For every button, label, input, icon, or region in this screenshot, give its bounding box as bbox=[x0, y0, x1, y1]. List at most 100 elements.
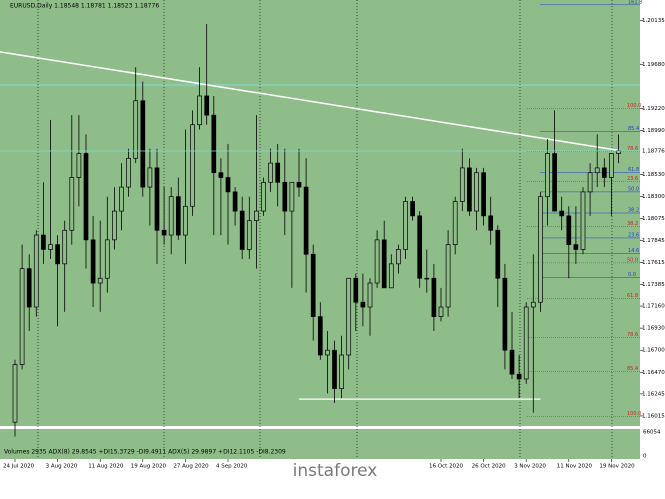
candle-body bbox=[239, 210, 245, 250]
indicator-min: 0 bbox=[643, 454, 647, 460]
candle-body bbox=[133, 100, 139, 159]
candle-body bbox=[204, 95, 210, 116]
logo-bg bbox=[270, 460, 400, 480]
candle-body bbox=[374, 239, 380, 284]
candle-body bbox=[317, 316, 323, 356]
fib-label: 78.6 bbox=[627, 332, 638, 338]
fib-label: 78.6 bbox=[627, 146, 638, 152]
candle-body bbox=[573, 244, 579, 250]
candle-body bbox=[424, 277, 430, 280]
candle-body bbox=[530, 301, 536, 308]
fib-label: 100.0 bbox=[627, 103, 641, 109]
fib-label: 61.8 bbox=[628, 167, 639, 173]
candle-body bbox=[601, 167, 607, 178]
indicator-max: 66054 bbox=[643, 430, 661, 436]
y-tick-label: 1.18300 bbox=[642, 194, 665, 200]
fib-label: 100.0 bbox=[627, 411, 641, 417]
candle-body bbox=[310, 253, 316, 317]
candle-body bbox=[168, 196, 174, 236]
candle-body bbox=[552, 153, 557, 212]
candle-body bbox=[403, 201, 408, 250]
x-tick-label: 26 Oct 2020 bbox=[472, 464, 507, 470]
fib-label: 38.2 bbox=[627, 221, 638, 227]
fib-label: 50.0 bbox=[627, 257, 638, 263]
candle-body bbox=[190, 124, 195, 207]
candle-body bbox=[76, 153, 82, 178]
candle-body bbox=[353, 277, 359, 303]
candle-body bbox=[104, 239, 110, 279]
candle-body bbox=[545, 153, 550, 198]
candle-body bbox=[97, 277, 103, 284]
y-tick-label: 1.18075 bbox=[642, 216, 665, 222]
candle-body bbox=[396, 249, 401, 265]
candle-body bbox=[594, 167, 600, 174]
fib-label: 14.6 bbox=[628, 248, 639, 254]
candle-body bbox=[452, 201, 458, 246]
x-tick-label: 19 Nov 2020 bbox=[599, 464, 635, 470]
candle-body bbox=[232, 191, 238, 212]
candle-body bbox=[502, 277, 508, 351]
x-tick-label: 27 Aug 2020 bbox=[173, 464, 209, 470]
candle-body bbox=[26, 268, 32, 308]
candle-body bbox=[183, 205, 188, 236]
candle-body bbox=[140, 100, 146, 188]
candle-body bbox=[559, 210, 565, 217]
y-tick-label: 1.18530 bbox=[642, 172, 665, 178]
candle-body bbox=[381, 239, 387, 289]
fib-label: 161.8 bbox=[628, 0, 642, 5]
fib-label: 85.4 bbox=[628, 126, 639, 132]
indicator-panel bbox=[0, 429, 640, 459]
candle-body bbox=[161, 229, 167, 236]
candle-body bbox=[218, 172, 224, 178]
candle-body bbox=[474, 172, 479, 212]
y-tick-label: 1.16245 bbox=[642, 391, 665, 397]
x-tick-label: 3 Nov 2020 bbox=[514, 464, 546, 470]
candle-body bbox=[346, 277, 352, 356]
candle-body bbox=[12, 364, 18, 423]
fib-label: 0.0 bbox=[628, 272, 636, 278]
current-price-label: 1.18776 bbox=[642, 149, 665, 155]
candle-body bbox=[69, 177, 75, 231]
candle-body bbox=[119, 186, 124, 212]
candle-body bbox=[268, 162, 273, 183]
candle-body bbox=[55, 244, 60, 265]
fib-label: 38.2 bbox=[628, 208, 639, 214]
candle-body bbox=[566, 215, 572, 246]
candle-body bbox=[289, 181, 295, 212]
current-price-box bbox=[640, 147, 665, 156]
y-tick-label: 1.16700 bbox=[642, 348, 665, 354]
x-tick-label: 3 Aug 2020 bbox=[46, 464, 78, 470]
candle-body bbox=[523, 306, 529, 380]
candle-body bbox=[495, 229, 501, 279]
candle-body bbox=[19, 268, 25, 365]
candle-body bbox=[587, 172, 593, 193]
y-tick-label: 1.19680 bbox=[642, 62, 665, 68]
y-tick-label: 1.17385 bbox=[642, 282, 665, 288]
candle-body bbox=[410, 201, 415, 217]
candle-body bbox=[126, 157, 131, 188]
candle-body bbox=[275, 162, 281, 183]
candle-body bbox=[481, 172, 486, 217]
y-tick-label: 1.20135 bbox=[642, 18, 665, 24]
x-tick-label: 16 Oct 2020 bbox=[429, 464, 464, 470]
x-tick-label: 4 Sep 2020 bbox=[216, 464, 248, 470]
y-tick-label: 1.16015 bbox=[642, 413, 665, 419]
candle-body bbox=[62, 229, 68, 265]
y-tick-label: 1.19220 bbox=[642, 106, 665, 112]
candle-body bbox=[388, 263, 394, 289]
candle-body bbox=[516, 373, 522, 380]
y-tick-label: 1.17615 bbox=[642, 260, 665, 266]
x-tick-label: 11 Aug 2020 bbox=[88, 464, 124, 470]
chart-title: EURUSD,Daily 1.18548 1.18781 1.18523 1.1… bbox=[10, 3, 159, 10]
y-tick-label: 1.18990 bbox=[642, 128, 665, 134]
candle-body bbox=[254, 210, 259, 222]
candle-body bbox=[431, 277, 437, 317]
logo: instaforex bbox=[293, 461, 378, 481]
candle-body bbox=[339, 354, 344, 389]
candle-body bbox=[225, 177, 231, 193]
candle-body bbox=[360, 301, 366, 308]
candle-body bbox=[112, 210, 117, 241]
x-tick-label: 24 Jul 2020 bbox=[3, 464, 35, 470]
candle-body bbox=[197, 95, 202, 126]
